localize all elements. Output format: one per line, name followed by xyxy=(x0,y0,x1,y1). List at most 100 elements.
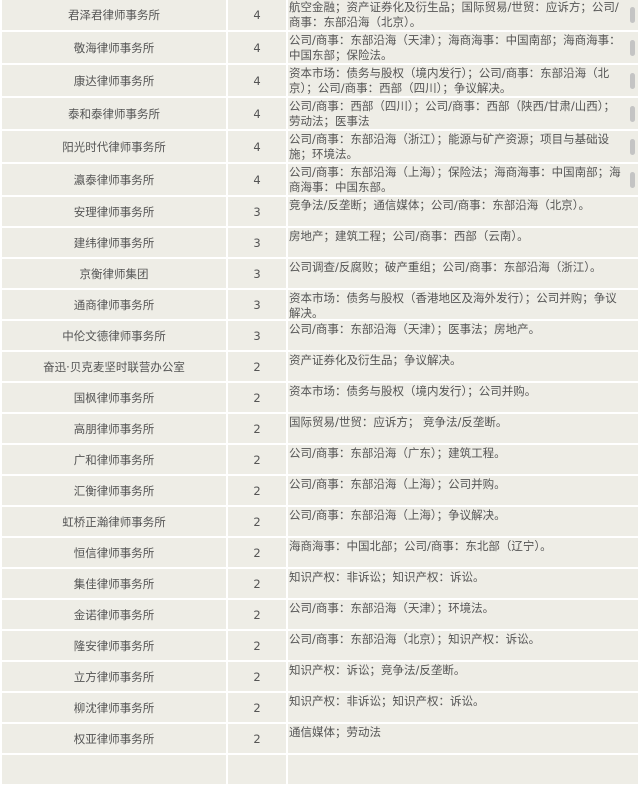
practice-areas-cell: 公司/商事：东部沿海（浙江）；能源与矿产资源；项目与基础设施；环境法。 xyxy=(288,131,638,162)
practice-areas-text: 航空金融；资产证券化及衍生品；国际贸易/世贸：应诉方；公司/商事：东部沿海（北京… xyxy=(289,0,619,29)
count-cell: 4 xyxy=(228,32,286,63)
practice-areas-cell: 资本市场：债务与股权（香港地区及海外发行）；公司并购；争议解决。 xyxy=(288,290,638,319)
practice-areas-text: 国际贸易/世贸：应诉方； 竞争法/反垄断。 xyxy=(289,415,508,429)
practice-areas-text: 资本市场：债务与股权（境内发行）；公司并购。 xyxy=(289,384,537,398)
count-cell: 2 xyxy=(228,569,286,598)
count-cell: 4 xyxy=(228,164,286,195)
table-row: 建纬律师事务所 3 房地产；建筑工程；公司/商事：西部（云南）。 xyxy=(2,228,638,259)
practice-areas-cell: 公司/商事：东部沿海（天津）；海商海事：中国南部；海商海事：中国东部；保险法。 xyxy=(288,32,638,63)
practice-areas-cell: 知识产权：非诉讼；知识产权：诉讼。 xyxy=(288,569,638,598)
practice-areas-text: 房地产；建筑工程；公司/商事：西部（云南）。 xyxy=(289,229,529,243)
table-row: 权亚律师事务所 2 通信媒体；劳动法 xyxy=(2,724,638,755)
cell-scrollbar[interactable] xyxy=(630,73,635,89)
firm-name-cell xyxy=(2,755,226,784)
practice-areas-text: 资本市场：债务与股权（香港地区及海外发行）；公司并购；争议解决。 xyxy=(289,291,617,319)
table-row: 广和律师事务所 2 公司/商事：东部沿海（广东）；建筑工程。 xyxy=(2,445,638,476)
practice-areas-cell: 公司/商事：东部沿海（广东）；建筑工程。 xyxy=(288,445,638,474)
practice-areas-cell: 公司/商事：东部沿海（天津）；医事法；房地产。 xyxy=(288,321,638,350)
table-row: 立方律师事务所 2 知识产权：诉讼；竞争法/反垄断。 xyxy=(2,662,638,693)
firm-name-cell: 敬海律师事务所 xyxy=(2,32,226,63)
firm-name-cell: 柳沈律师事务所 xyxy=(2,693,226,722)
practice-areas-text: 知识产权：非诉讼；知识产权：诉讼。 xyxy=(289,694,485,708)
count-cell: 4 xyxy=(228,65,286,96)
practice-areas-text: 公司/商事：东部沿海（上海）；保险法；海商海事：中国南部；海商海事：中国东部。 xyxy=(289,165,621,194)
practice-areas-text: 资产证券化及衍生品；争议解决。 xyxy=(289,353,462,367)
firm-name-cell: 汇衡律师事务所 xyxy=(2,476,226,505)
table-row: 高朋律师事务所 2 国际贸易/世贸：应诉方； 竞争法/反垄断。 xyxy=(2,414,638,445)
count-cell: 3 xyxy=(228,321,286,350)
practice-areas-text: 公司/商事：东部沿海（浙江）；能源与矿产资源；项目与基础设施；环境法。 xyxy=(289,132,610,161)
table-row: 汇衡律师事务所 2 公司/商事：东部沿海（上海）；公司并购。 xyxy=(2,476,638,507)
practice-areas-text: 知识产权：诉讼；竞争法/反垄断。 xyxy=(289,663,466,677)
firm-name-cell: 恒信律师事务所 xyxy=(2,538,226,567)
practice-areas-text: 公司/商事：东部沿海（上海）；公司并购。 xyxy=(289,477,506,491)
count-cell: 3 xyxy=(228,228,286,257)
practice-areas-text: 资本市场：债务与股权（境内发行）；公司/商事：东部沿海（北京）；公司/商事：西部… xyxy=(289,66,610,95)
practice-areas-text: 公司/商事：东部沿海（北京）；知识产权：诉讼。 xyxy=(289,632,541,646)
practice-areas-cell: 通信媒体；劳动法 xyxy=(288,724,638,753)
count-cell: 2 xyxy=(228,693,286,722)
count-cell: 4 xyxy=(228,0,286,30)
count-cell: 3 xyxy=(228,197,286,226)
firm-name-cell: 瀛泰律师事务所 xyxy=(2,164,226,195)
firm-name-cell: 京衡律师集团 xyxy=(2,259,226,288)
table-row: 通商律师事务所 3 资本市场：债务与股权（香港地区及海外发行）；公司并购；争议解决。 xyxy=(2,290,638,321)
practice-areas-text: 公司/商事：东部沿海（上海）；争议解决。 xyxy=(289,508,506,522)
count-cell: 3 xyxy=(228,259,286,288)
practice-areas-text: 通信媒体；劳动法 xyxy=(289,725,381,739)
cell-scrollbar[interactable] xyxy=(630,106,635,122)
practice-areas-cell: 资产证券化及衍生品；争议解决。 xyxy=(288,352,638,381)
practice-areas-cell: 知识产权：诉讼；竞争法/反垄断。 xyxy=(288,662,638,691)
firm-name-cell: 建纬律师事务所 xyxy=(2,228,226,257)
count-cell: 2 xyxy=(228,445,286,474)
practice-areas-cell: 公司/商事：东部沿海（上海）；争议解决。 xyxy=(288,507,638,536)
practice-areas-cell: 航空金融；资产证券化及衍生品；国际贸易/世贸：应诉方；公司/商事：东部沿海（北京… xyxy=(288,0,638,30)
firm-name-cell: 立方律师事务所 xyxy=(2,662,226,691)
firm-name-cell: 广和律师事务所 xyxy=(2,445,226,474)
firm-name-cell: 阳光时代律师事务所 xyxy=(2,131,226,162)
practice-areas-cell: 公司调查/反腐败；破产重组；公司/商事：东部沿海（浙江）。 xyxy=(288,259,638,288)
firm-name-cell: 奋迅·贝克麦坚时联营办公室 xyxy=(2,352,226,381)
firm-name-cell: 通商律师事务所 xyxy=(2,290,226,319)
count-cell: 2 xyxy=(228,476,286,505)
firm-name-cell: 君泽君律师事务所 xyxy=(2,0,226,30)
table-row: 金诺律师事务所 2 公司/商事：东部沿海（天津）；环境法。 xyxy=(2,600,638,631)
count-cell: 2 xyxy=(228,631,286,660)
firm-name-cell: 隆安律师事务所 xyxy=(2,631,226,660)
practice-areas-cell: 资本市场：债务与股权（境内发行）；公司并购。 xyxy=(288,383,638,412)
count-cell: 2 xyxy=(228,383,286,412)
cell-scrollbar[interactable] xyxy=(630,139,635,155)
practice-areas-cell: 公司/商事：东部沿海（天津）；环境法。 xyxy=(288,600,638,629)
firm-name-cell: 泰和泰律师事务所 xyxy=(2,98,226,129)
count-cell: 3 xyxy=(228,290,286,319)
practice-areas-text: 公司调查/反腐败；破产重组；公司/商事：东部沿海（浙江）。 xyxy=(289,260,602,274)
cell-scrollbar[interactable] xyxy=(630,40,635,56)
table-row: 瀛泰律师事务所 4 公司/商事：东部沿海（上海）；保险法；海商海事：中国南部；海商海… xyxy=(2,164,638,197)
cell-scrollbar[interactable] xyxy=(630,7,635,23)
count-cell: 2 xyxy=(228,724,286,753)
table-row: 恒信律师事务所 2 海商海事：中国北部；公司/商事：东北部（辽宁）。 xyxy=(2,538,638,569)
table-row: 泰和泰律师事务所 4 公司/商事：西部（四川）；公司/商事：西部（陕西/甘肃/山西）… xyxy=(2,98,638,131)
practice-areas-text: 海商海事：中国北部；公司/商事：东北部（辽宁）。 xyxy=(289,539,552,553)
count-cell xyxy=(228,755,286,784)
practice-areas-cell: 公司/商事：西部（四川）；公司/商事：西部（陕西/甘肃/山西）；劳动法；医事法 xyxy=(288,98,638,129)
firm-name-cell: 权亚律师事务所 xyxy=(2,724,226,753)
table-row: 中伦文德律师事务所 3 公司/商事：东部沿海（天津）；医事法；房地产。 xyxy=(2,321,638,352)
table-row: 安理律师事务所 3 竞争法/反垄断；通信媒体；公司/商事：东部沿海（北京）。 xyxy=(2,197,638,228)
table-row: 奋迅·贝克麦坚时联营办公室 2 资产证券化及衍生品；争议解决。 xyxy=(2,352,638,383)
practice-areas-text: 知识产权：非诉讼；知识产权：诉讼。 xyxy=(289,570,485,584)
table-row: 君泽君律师事务所 4 航空金融；资产证券化及衍生品；国际贸易/世贸：应诉方；公司/商… xyxy=(2,0,638,32)
firm-name-cell: 集佳律师事务所 xyxy=(2,569,226,598)
practice-areas-cell: 公司/商事：东部沿海（上海）；公司并购。 xyxy=(288,476,638,505)
cell-scrollbar[interactable] xyxy=(630,172,635,188)
count-cell: 4 xyxy=(228,98,286,129)
firm-name-cell: 金诺律师事务所 xyxy=(2,600,226,629)
firm-name-cell: 安理律师事务所 xyxy=(2,197,226,226)
practice-areas-cell: 公司/商事：东部沿海（北京）；知识产权：诉讼。 xyxy=(288,631,638,660)
table-row: 柳沈律师事务所 2 知识产权：非诉讼；知识产权：诉讼。 xyxy=(2,693,638,724)
practice-areas-cell: 竞争法/反垄断；通信媒体；公司/商事：东部沿海（北京）。 xyxy=(288,197,638,226)
practice-areas-text: 公司/商事：西部（四川）；公司/商事：西部（陕西/甘肃/山西）；劳动法；医事法 xyxy=(289,99,615,128)
practice-areas-cell: 公司/商事：东部沿海（上海）；保险法；海商海事：中国南部；海商海事：中国东部。 xyxy=(288,164,638,195)
practice-areas-cell: 国际贸易/世贸：应诉方； 竞争法/反垄断。 xyxy=(288,414,638,443)
